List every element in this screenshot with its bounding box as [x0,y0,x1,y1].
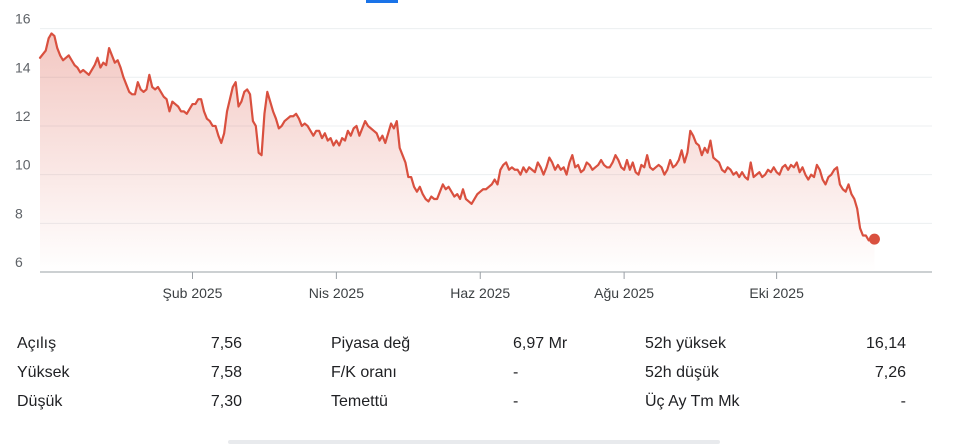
x-axis-ticks: Şub 2025 Nis 2025 Haz 2025 Ağu 2025 Eki 2025 [163,272,804,301]
stat-label-high: Yüksek [17,364,70,381]
stat-value-dividend: - [513,393,519,410]
stat-value-quarterly-avg: - [900,393,906,410]
x-tick-label: Haz 2025 [450,285,510,301]
stat-value-pe-ratio: - [513,364,519,381]
y-tick-label: 6 [15,254,23,270]
stat-label-52w-low: 52h düşük [645,364,719,381]
stat-value-52w-high: 16,14 [865,335,906,352]
y-tick-label: 8 [15,205,23,221]
y-tick-label: 12 [15,108,31,124]
stat-label-market-cap: Piyasa değ [331,335,411,352]
y-axis-ticks: 6 8 10 12 14 16 [15,11,31,270]
stats-row: Yüksek 7,58 F/K oranı - 52h düşük 7,26 [0,359,960,387]
stat-value-open: 7,56 [210,335,242,352]
price-area-fill [40,33,875,272]
stat-value-52w-low: 7,26 [874,364,906,381]
last-price-marker [868,233,880,245]
y-tick-label: 10 [15,157,31,173]
active-tab-indicator [366,0,398,3]
price-chart[interactable]: 6 8 10 12 14 16 Şub 2025 Nis 2025 Haz 2025 Ağu 2… [0,0,960,310]
x-tick-label: Şub 2025 [163,285,223,301]
stat-label-dividend: Temettü [331,393,388,410]
stats-row: Düşük 7,30 Temettü - Üç Ay Tm Mk - [0,388,960,416]
stat-value-market-cap: 6,97 Mr [513,335,568,352]
y-tick-label: 14 [15,59,31,75]
x-tick-label: Eki 2025 [749,285,804,301]
stats-row: Açılış 7,56 Piyasa değ 6,97 Mr 52h yükse… [0,330,960,358]
x-tick-label: Nis 2025 [309,285,364,301]
bottom-scroll-handle[interactable] [228,440,720,444]
price-line [38,32,876,242]
x-tick-label: Ağu 2025 [594,285,654,301]
stat-label-52w-high: 52h yüksek [645,335,726,352]
y-tick-label: 16 [15,11,31,27]
stat-value-high: 7,58 [210,364,242,381]
stat-label-low: Düşük [17,393,63,410]
stat-label-open: Açılış [17,335,57,352]
stat-label-quarterly-avg: Üç Ay Tm Mk [645,393,740,410]
stat-label-pe-ratio: F/K oranı [331,364,397,381]
stat-value-low: 7,30 [210,393,242,410]
